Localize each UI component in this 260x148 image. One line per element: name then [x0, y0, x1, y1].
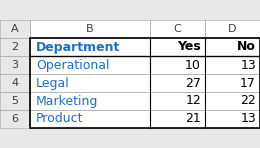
Text: 13: 13 [240, 58, 256, 71]
Bar [0, 20, 30, 38]
Text: Product: Product [36, 112, 83, 126]
Bar [30, 38, 150, 56]
Text: 27: 27 [185, 77, 201, 90]
Text: B: B [86, 24, 94, 34]
Bar [30, 74, 150, 92]
Bar [30, 20, 150, 38]
Bar [0, 56, 30, 74]
Text: 12: 12 [185, 95, 201, 107]
Text: Marketing: Marketing [36, 95, 98, 107]
Bar [30, 92, 150, 110]
Text: Department: Department [36, 41, 120, 53]
Bar [205, 74, 260, 92]
Text: 17: 17 [240, 77, 256, 90]
Bar [30, 56, 150, 74]
Text: 21: 21 [185, 112, 201, 126]
Text: 3: 3 [11, 60, 18, 70]
Bar [0, 92, 30, 110]
Bar [150, 20, 205, 38]
Text: 13: 13 [240, 112, 256, 126]
Text: C: C [174, 24, 181, 34]
Text: 22: 22 [240, 95, 256, 107]
Bar [0, 110, 30, 128]
Bar [0, 38, 30, 56]
Text: Legal: Legal [36, 77, 70, 90]
Text: 4: 4 [11, 78, 18, 88]
Bar [30, 38, 260, 128]
Bar [205, 20, 260, 38]
Text: 5: 5 [11, 96, 18, 106]
Text: 2: 2 [11, 42, 18, 52]
Text: 6: 6 [11, 114, 18, 124]
Bar [0, 74, 30, 92]
Bar [150, 38, 205, 56]
Bar [205, 56, 260, 74]
Text: Operational: Operational [36, 58, 109, 71]
Bar [150, 56, 205, 74]
Bar [205, 92, 260, 110]
Bar [150, 110, 205, 128]
Bar [205, 110, 260, 128]
Bar [205, 38, 260, 56]
Text: Yes: Yes [177, 41, 201, 53]
Text: D: D [228, 24, 237, 34]
Text: A: A [11, 24, 19, 34]
Text: 10: 10 [185, 58, 201, 71]
Text: No: No [237, 41, 256, 53]
Bar [150, 74, 205, 92]
Bar [150, 92, 205, 110]
Bar [30, 110, 150, 128]
